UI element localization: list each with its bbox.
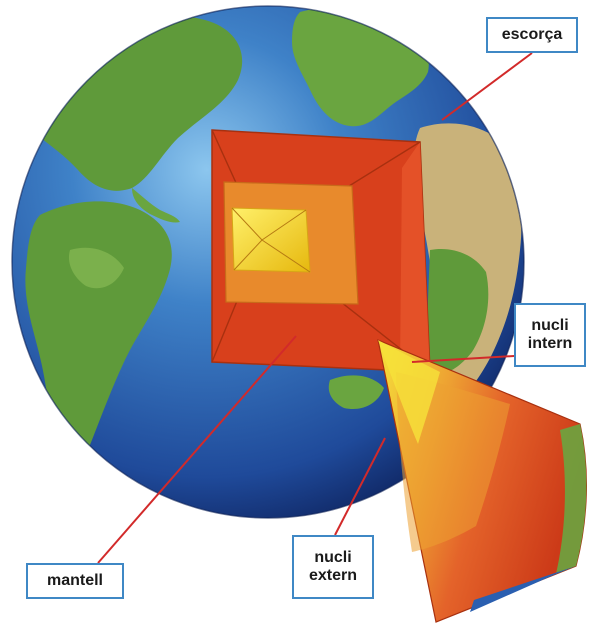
mantle-right-face [400,142,430,372]
inner-core-block [231,207,311,273]
leader-line-outer-core [334,437,386,536]
inner-core-label-line-2: intern [527,335,573,352]
outer-core-label-line-1: nucli [314,549,352,566]
mantle-label-text: mantell [46,572,103,589]
leader-line-crust [441,52,533,121]
crust-label: escorça [486,17,578,53]
crust-label-text: escorça [501,26,563,43]
outer-core-label: nucli extern [292,535,374,599]
extracted-wedge [377,339,587,623]
leader-line-inner-core [411,355,515,363]
wedge-inner-core-tip [378,340,440,444]
leader-lines [97,52,533,564]
central-america-landmass [132,188,180,223]
africa-vegetation [427,248,489,374]
inner-core-label: nucli intern [514,303,586,367]
cutaway-section [211,129,431,373]
south-america-landmass [25,201,172,474]
outer-core-label-line-2: extern [308,567,358,584]
inner-core-label-line-1: nucli [531,317,569,334]
south-america-highlands [68,247,124,289]
mantle-label: mantell [26,563,124,599]
leader-line-mantle [97,335,297,564]
wedge-crust-face [556,424,587,574]
southern-landmass [328,375,384,410]
